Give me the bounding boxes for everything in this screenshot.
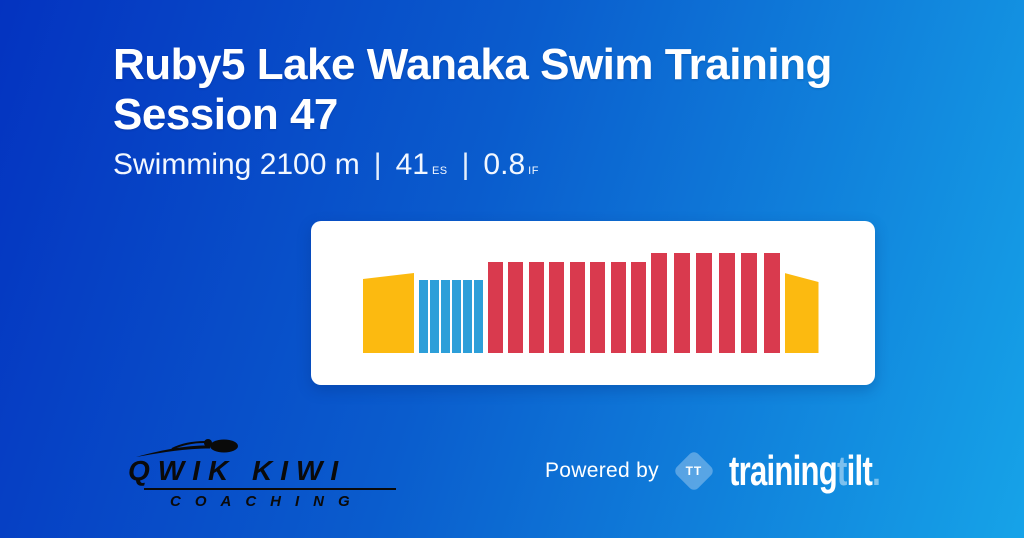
qwik-kiwi-logo: QWIK KIWI COACHING bbox=[128, 439, 418, 510]
drill-set-bar bbox=[474, 280, 483, 353]
main-set-1-bar bbox=[508, 262, 523, 353]
tt-monogram: TT bbox=[685, 464, 703, 478]
trainingtilt-diamond-icon: TT bbox=[672, 449, 716, 493]
segment-drill-set bbox=[419, 253, 483, 353]
wordmark-part: ilt bbox=[846, 447, 873, 494]
wordmark-faded-part: t bbox=[836, 447, 847, 494]
main-set-1-bar bbox=[590, 262, 605, 353]
separator: | bbox=[373, 148, 382, 182]
main-set-2-bar bbox=[763, 253, 780, 353]
main-set-1-bar bbox=[487, 262, 503, 353]
coach-logo-name: QWIK KIWI bbox=[128, 455, 347, 486]
coach-logo-tagline: COACHING bbox=[170, 493, 364, 510]
main-set-1-bar bbox=[528, 262, 544, 353]
cooldown-block bbox=[784, 273, 819, 353]
effort-score-value: 41 bbox=[395, 148, 429, 182]
header: Ruby5 Lake Wanaka Swim Training Session … bbox=[113, 40, 943, 182]
drill-set-bar bbox=[463, 280, 472, 353]
wordmark-faded-part: . bbox=[871, 447, 881, 494]
drill-set-bar bbox=[452, 280, 461, 353]
wordmark-part: training bbox=[728, 447, 838, 494]
main-set-2-bar bbox=[741, 253, 757, 353]
activity-distance: Swimming 2100 m bbox=[113, 148, 360, 182]
main-set-1-bar bbox=[549, 262, 564, 353]
segment-main-set-1 bbox=[487, 253, 646, 353]
main-set-2-bar bbox=[673, 253, 690, 353]
powered-by-block: Powered by TT trainingtilt. bbox=[545, 447, 933, 495]
kiwi-bird-icon bbox=[136, 439, 238, 457]
segment-cooldown bbox=[784, 253, 819, 353]
workout-structure-chart bbox=[363, 253, 819, 353]
drill-set-bar bbox=[419, 280, 428, 353]
segment-main-set-2 bbox=[651, 253, 780, 353]
main-set-2-bar bbox=[651, 253, 667, 353]
main-set-2-bar bbox=[718, 253, 735, 353]
workout-chart-card bbox=[311, 221, 875, 385]
separator: | bbox=[461, 148, 470, 182]
intensity-factor-unit: IF bbox=[528, 165, 539, 178]
intensity-factor-value: 0.8 bbox=[483, 148, 526, 182]
page-title: Ruby5 Lake Wanaka Swim Training Session … bbox=[113, 40, 832, 140]
warmup-block bbox=[363, 273, 414, 353]
effort-score-unit: ES bbox=[431, 165, 448, 178]
trainingtilt-wordmark: trainingtilt. bbox=[728, 447, 881, 495]
coach-logo-rule bbox=[144, 488, 396, 490]
session-summary: Swimming 2100 m | 41 ES | 0.8 IF bbox=[113, 148, 943, 182]
intensity-factor-stat: 0.8 IF bbox=[483, 148, 539, 182]
segment-warmup bbox=[363, 253, 414, 353]
drill-set-bar bbox=[441, 280, 450, 353]
main-set-1-bar bbox=[610, 262, 626, 353]
main-set-1-bar bbox=[569, 262, 585, 353]
effort-score-stat: 41 ES bbox=[396, 148, 448, 182]
powered-by-label: Powered by bbox=[545, 459, 659, 482]
main-set-2-bar bbox=[696, 253, 712, 353]
main-set-1-bar bbox=[631, 262, 646, 353]
drill-set-bar bbox=[430, 280, 439, 353]
